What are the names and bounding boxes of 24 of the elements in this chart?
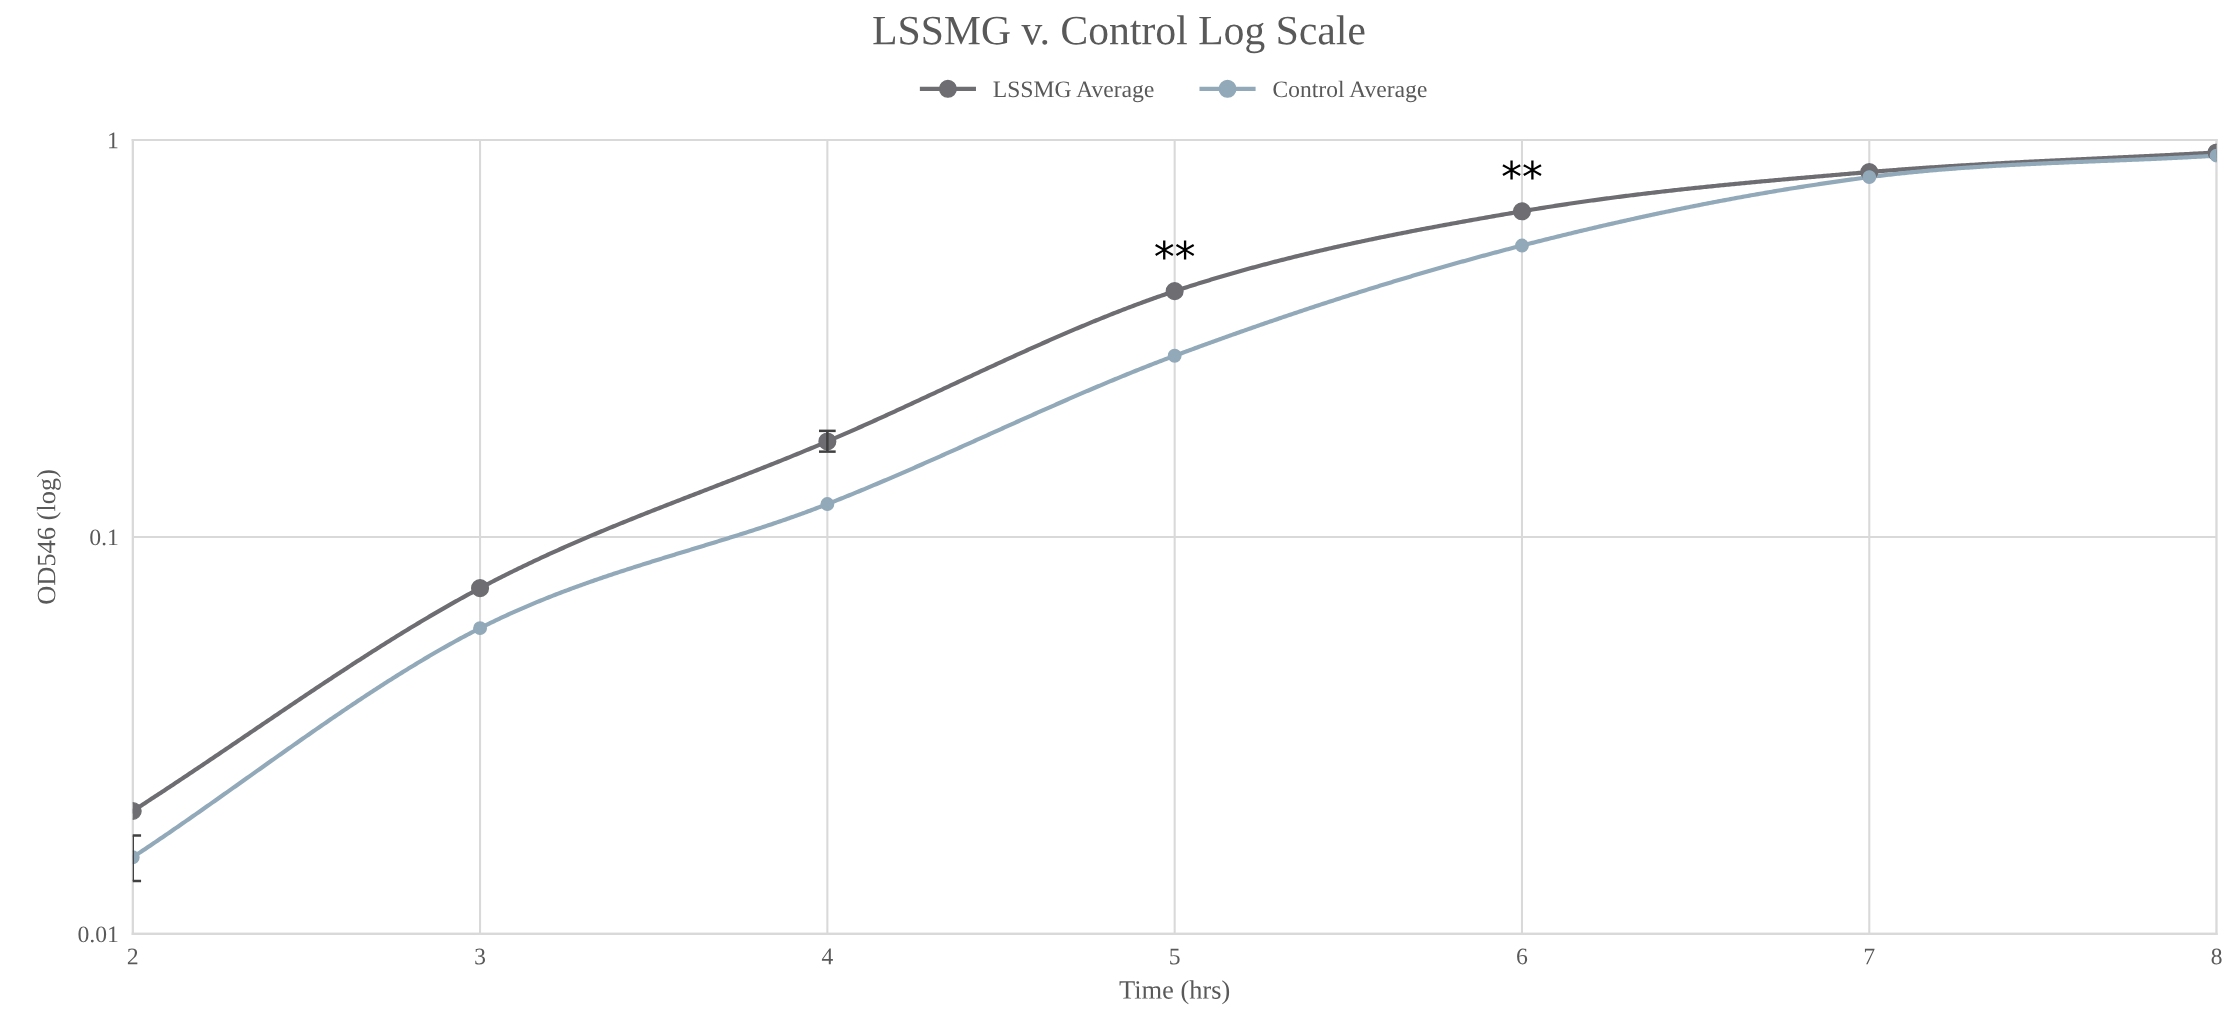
point (473, 621, 487, 636)
y-axis-title: OD546 (log) (36, 470, 61, 604)
x-tick-label: 8 (2211, 948, 2222, 965)
x-tick-label: 5 (1170, 948, 1180, 965)
x-tick-label: 3 (475, 948, 486, 965)
point (471, 579, 490, 598)
annotation: ** (1155, 240, 1195, 260)
y-tick-label: 1 (109, 132, 118, 149)
x-tick-label: 6 (1517, 948, 1528, 965)
chart-title: LSSMG v. Control Log Scale (873, 15, 1365, 54)
x-tick-label: 2 (127, 948, 138, 965)
y-tick-label: 0.01 (78, 926, 118, 943)
point (1515, 238, 1529, 253)
x-axis-title: Time (hrs) (1119, 980, 1230, 1005)
annotation: ** (1502, 160, 1542, 180)
point (820, 497, 835, 511)
point (1167, 348, 1182, 363)
legend-label: Control Average (1273, 80, 1427, 103)
legend-label: LSSMG Average (993, 81, 1154, 103)
x-tick-label: 4 (821, 948, 833, 965)
point (1165, 282, 1184, 301)
y-tick-label: 0.1 (90, 529, 118, 546)
point (1512, 202, 1532, 221)
x-tick-label: 7 (1864, 948, 1875, 965)
